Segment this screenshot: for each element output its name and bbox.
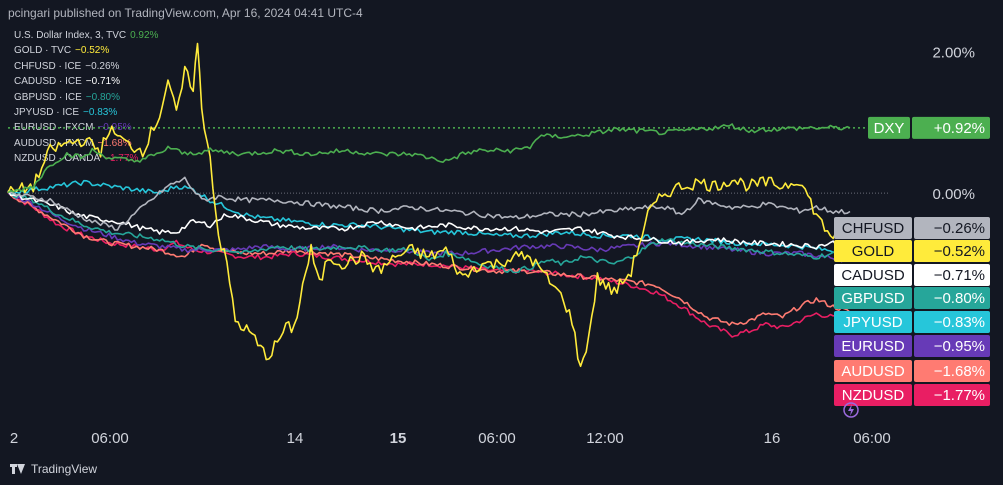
price-label-dxy[interactable]: DXY +0.92% <box>868 116 990 139</box>
price-label-jpyusd[interactable]: JPYUSD −0.83% <box>834 311 990 333</box>
series-value-label: −1.68% <box>934 363 985 380</box>
series-name-label: EURUSD <box>841 338 905 355</box>
legend-row-chfusd[interactable]: CHFUSD · ICE −0.26% <box>14 59 158 74</box>
price-label-cadusd[interactable]: CADUSD −0.71% <box>834 264 990 286</box>
legend-name: CHFUSD · ICE <box>14 60 82 72</box>
series-value-box <box>914 264 990 286</box>
series-name-label: JPYUSD <box>843 314 902 331</box>
series-name-label: CHFUSD <box>842 220 905 237</box>
legend-row-jpyusd[interactable]: JPYUSD · ICE −0.83% <box>14 105 158 120</box>
legend-name: CADUSD · ICE <box>14 76 82 88</box>
series-value-box <box>914 335 990 357</box>
x-tick-label: 14 <box>287 430 304 447</box>
series-line-eurusd <box>7 192 851 263</box>
series-name-label: NZDUSD <box>842 387 905 404</box>
series-line-gbpusd <box>7 190 851 274</box>
series-line-nzdusd <box>7 192 851 338</box>
series-value-label: −0.26% <box>934 220 985 237</box>
publisher-header: pcingari published on TradingView.com, A… <box>8 6 363 20</box>
series-name-box <box>834 287 912 309</box>
dxy-value-box <box>912 116 990 139</box>
lightning-icon <box>843 402 859 418</box>
series-line-audusd <box>7 190 851 327</box>
series-value-box <box>914 360 990 382</box>
series-name-label: CADUSD <box>841 267 905 284</box>
series-value-box <box>914 240 990 262</box>
tradingview-brand-label: TradingView <box>31 462 98 476</box>
x-tick-label: 15 <box>390 430 407 447</box>
series-value-label: −1.77% <box>934 387 985 404</box>
legend-change: −0.26% <box>85 60 120 72</box>
legend-change: 0.92% <box>130 30 159 41</box>
legend-row-gbpusd[interactable]: GBPUSD · ICE −0.80% <box>14 90 158 105</box>
series-line-jpyusd <box>7 179 851 255</box>
legend-name: NZDUSD · OANDA <box>14 153 101 165</box>
price-label-gbpusd[interactable]: GBPUSD −0.80% <box>834 287 990 309</box>
series-value-label: −0.52% <box>934 243 985 260</box>
series-value-box <box>914 384 990 406</box>
legend-name: JPYUSD · ICE <box>14 107 80 119</box>
price-label-audusd[interactable]: AUDUSD −1.68% <box>834 360 990 382</box>
series-line-dxy <box>7 123 851 194</box>
price-label-nzdusd[interactable]: NZDUSD −1.77% <box>834 384 990 406</box>
legend-name: GBPUSD · ICE <box>14 91 82 103</box>
legend-change: −0.83% <box>83 107 118 119</box>
tradingview-logo-icon <box>10 464 26 474</box>
price-label-gold[interactable]: GOLD −0.52% <box>834 240 990 262</box>
series-value-box <box>914 287 990 309</box>
y-tick-label: 0.00% <box>932 186 975 203</box>
legend-name: AUDUSD · FXCM <box>14 137 94 149</box>
legend-row-audusd[interactable]: AUDUSD · FXCM −1.68% <box>14 136 158 151</box>
legend-change: −0.80% <box>85 91 120 103</box>
series-value-label: +0.92% <box>934 120 985 137</box>
y-tick-label: 2.00% <box>932 44 975 61</box>
legend-row-dxy[interactable]: U.S. Dollar Index, 3, TVC 0.92% <box>14 28 158 43</box>
series-value-box <box>914 217 990 239</box>
price-label-eurusd[interactable]: EURUSD −0.95% <box>834 335 990 357</box>
series-value-label: −0.95% <box>934 338 985 355</box>
series-value-label: −0.71% <box>934 267 985 284</box>
dxy-name-box <box>868 116 910 139</box>
x-tick-label: 2 <box>10 430 18 447</box>
series-name-label: GOLD <box>852 243 895 260</box>
legend-change: −0.52% <box>75 45 110 57</box>
series-name-box <box>834 360 912 382</box>
price-label-chfusd[interactable]: CHFUSD −0.26% <box>834 217 990 239</box>
legend-row-gold[interactable]: GOLD · TVC −0.52% <box>14 43 158 58</box>
tradingview-footer[interactable]: TradingView <box>10 462 97 476</box>
x-tick-label: 06:00 <box>478 430 516 447</box>
series-name-label: AUDUSD <box>841 363 905 380</box>
series-name-box <box>834 311 912 333</box>
x-tick-label: 16 <box>764 430 781 447</box>
series-name-box <box>834 240 912 262</box>
legend-name: U.S. Dollar Index, 3, TVC <box>14 30 127 41</box>
series-name-box <box>834 384 912 406</box>
x-tick-label: 06:00 <box>853 430 891 447</box>
legend-change: −1.77% <box>104 153 139 165</box>
legend-change: −0.71% <box>85 76 120 88</box>
series-name-box <box>834 217 912 239</box>
lightning-bolt-icon <box>848 404 854 416</box>
series-line-gold <box>7 42 851 368</box>
legend-row-nzdusd[interactable]: NZDUSD · OANDA −1.77% <box>14 151 158 166</box>
series-line-cadusd <box>7 190 851 250</box>
x-tick-label: 12:00 <box>586 430 624 447</box>
series-name-box <box>834 335 912 357</box>
series-name-label: GBPUSD <box>841 290 905 307</box>
series-value-label: −0.80% <box>934 290 985 307</box>
legend-name: GOLD · TVC <box>14 45 72 57</box>
series-value-box <box>914 311 990 333</box>
x-tick-label: 06:00 <box>91 430 129 447</box>
legend-row-cadusd[interactable]: CADUSD · ICE −0.71% <box>14 74 158 89</box>
series-name-box <box>834 264 912 286</box>
legend-change: −1.68% <box>97 137 132 149</box>
series-name-label: DXY <box>874 120 905 137</box>
series-value-label: −0.83% <box>934 314 985 331</box>
series-line-chfusd <box>7 176 851 231</box>
